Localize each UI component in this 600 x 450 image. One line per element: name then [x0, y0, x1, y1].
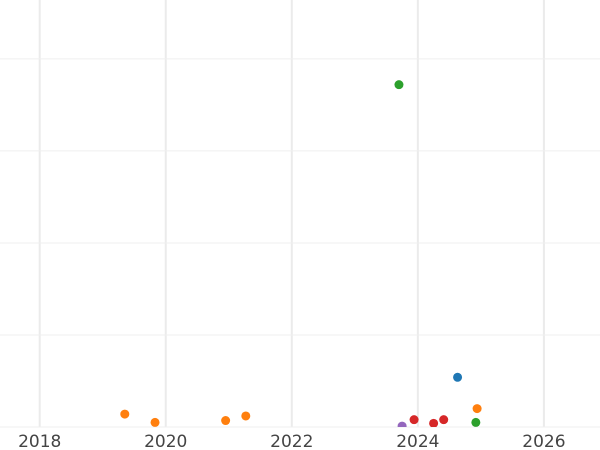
x-tick-label: 2026: [522, 432, 565, 450]
data-point: [409, 415, 419, 425]
grid: [0, 0, 600, 428]
x-tick-label: 2020: [144, 432, 187, 450]
data-point: [429, 418, 439, 427]
data-point: [120, 409, 130, 419]
data-point: [439, 415, 449, 425]
x-axis-ticks: 2018 2020 2022 2024 2026: [18, 432, 565, 450]
x-tick-label: 2018: [18, 432, 61, 450]
data-point: [241, 411, 251, 421]
x-tick-label: 2024: [396, 432, 439, 450]
data-point: [150, 417, 160, 427]
points: [120, 80, 482, 427]
data-point: [453, 372, 463, 382]
data-point: [397, 421, 407, 427]
data-point: [471, 417, 481, 427]
data-point: [394, 80, 404, 90]
data-point: [221, 416, 231, 426]
data-point: [472, 404, 482, 414]
x-tick-label: 2022: [270, 432, 313, 450]
